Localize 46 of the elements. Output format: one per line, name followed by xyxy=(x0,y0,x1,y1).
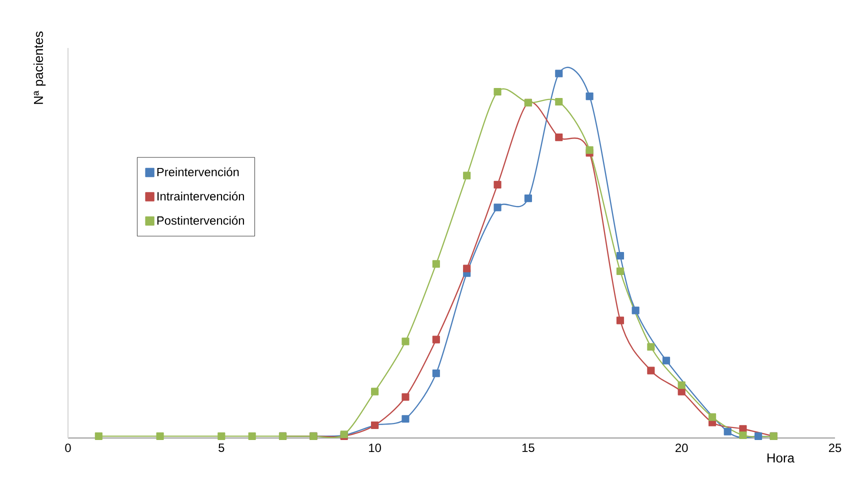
point xyxy=(724,428,732,436)
point xyxy=(586,92,594,100)
point xyxy=(94,432,102,440)
x-tick-label: 5 xyxy=(218,444,224,452)
point xyxy=(632,306,640,314)
point xyxy=(754,432,762,440)
point xyxy=(739,431,747,440)
point xyxy=(616,252,624,260)
point xyxy=(371,388,379,396)
point xyxy=(402,415,410,423)
point xyxy=(616,267,624,276)
point xyxy=(156,432,164,440)
legend-label: Preintervención xyxy=(157,167,239,176)
x-tick-label: 25 xyxy=(828,444,842,452)
point xyxy=(647,366,655,374)
point xyxy=(432,260,440,268)
point xyxy=(402,338,410,346)
point xyxy=(555,70,563,78)
point xyxy=(708,413,716,421)
legend-label: Postintervención xyxy=(157,216,244,225)
point xyxy=(647,343,655,351)
point xyxy=(463,172,471,180)
point xyxy=(739,425,747,433)
point xyxy=(555,98,563,106)
legend-label: Intraintervención xyxy=(157,192,244,201)
point xyxy=(616,316,624,324)
x-tick-label: 15 xyxy=(522,444,534,452)
point xyxy=(402,393,410,401)
x-tick-label: 20 xyxy=(676,444,688,452)
y-axis-title: Nª pacientes xyxy=(34,32,46,104)
point xyxy=(432,370,440,378)
point xyxy=(662,356,670,364)
point xyxy=(432,336,440,344)
point xyxy=(555,134,563,142)
x-axis-title: Hora xyxy=(767,454,794,463)
point xyxy=(248,432,256,440)
x-tick-label: 10 xyxy=(369,444,381,452)
point xyxy=(586,146,594,154)
point xyxy=(494,180,502,188)
point xyxy=(678,381,686,389)
x-tick-label: 0 xyxy=(65,444,71,452)
point xyxy=(463,264,471,272)
point xyxy=(218,432,226,440)
point xyxy=(524,194,532,202)
point xyxy=(494,204,502,212)
point xyxy=(494,88,502,96)
